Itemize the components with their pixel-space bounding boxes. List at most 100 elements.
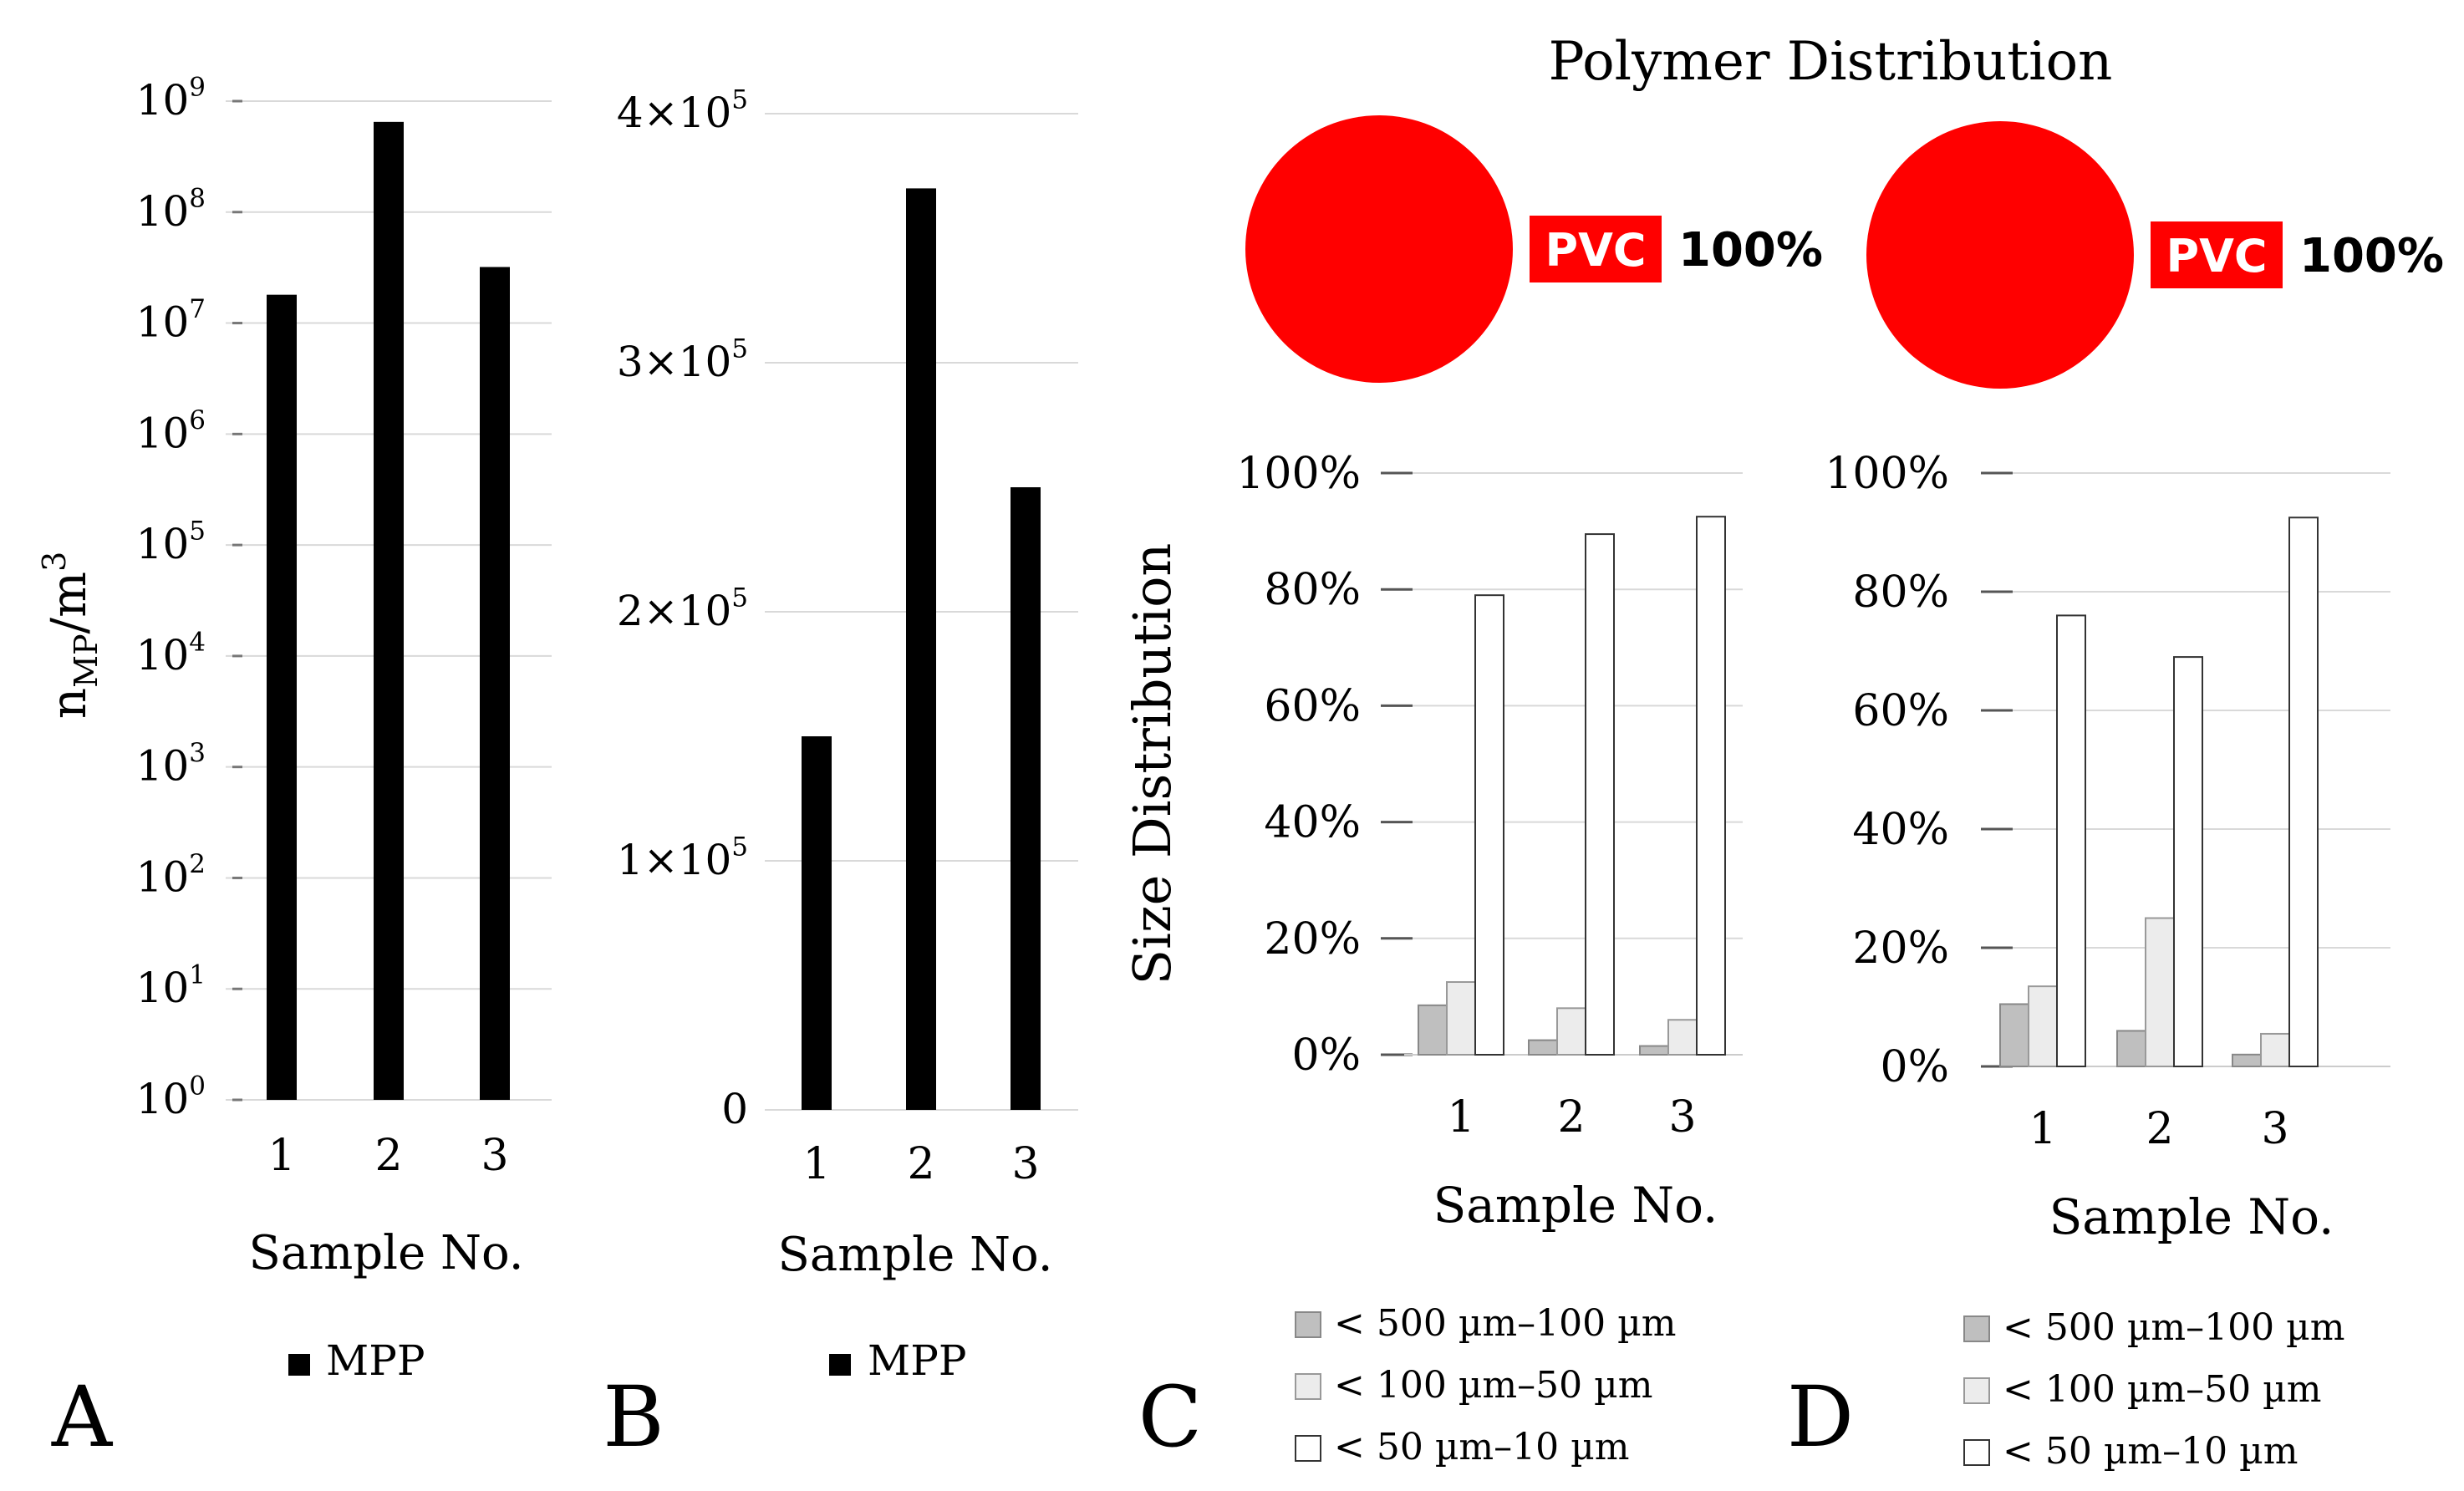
x-tick-label: 1 — [1447, 1092, 1474, 1142]
y-tick-label: 20% — [1264, 914, 1361, 964]
bar — [1418, 1004, 1448, 1056]
x-tick-label: 1 — [802, 1139, 830, 1189]
pie-percent: 100% — [1678, 223, 1823, 277]
bar — [1556, 1007, 1586, 1056]
y-tick-label: 2×105 — [617, 583, 748, 636]
bar — [802, 736, 832, 1110]
y-tick-label: 0 — [721, 1085, 748, 1133]
y-tick-label: 40% — [1264, 798, 1361, 848]
x-tick-label: 2 — [907, 1139, 934, 1189]
bar — [1639, 1045, 1669, 1056]
bar — [480, 267, 510, 1100]
legend-label: < 500 µm–100 µm — [1334, 1302, 1676, 1345]
x-axis-label: Sample No. — [248, 1226, 523, 1280]
y-axis-label: nMP/m3 — [36, 552, 104, 720]
panel-a: 100 101 102 103 104 105 106 107 108 109 1 2 3 Sample … — [36, 73, 552, 1466]
bar — [2173, 656, 2203, 1067]
legend-label: < 100 µm–50 µm — [2003, 1368, 2321, 1411]
bar — [1999, 1003, 2029, 1067]
y-tick-label: 3×105 — [617, 334, 748, 387]
bar — [2260, 1032, 2290, 1067]
bar — [906, 188, 936, 1110]
y-axis-label: Size Distribution — [1122, 543, 1183, 985]
bar — [1696, 516, 1726, 1056]
y-tick-label: 103 — [136, 738, 206, 791]
y-tick-label: 104 — [136, 627, 206, 679]
pie-slice — [1866, 121, 2134, 389]
y-tick-label: 101 — [136, 960, 206, 1013]
panel-label: B — [603, 1368, 664, 1466]
x-tick-label: 3 — [2261, 1104, 2288, 1154]
y-tick-label: 107 — [136, 294, 206, 347]
pie-label: PVC — [1545, 224, 1647, 277]
polymer-distribution-title: Polymer Distribution — [1549, 31, 2113, 93]
legend-label: MPP — [326, 1336, 425, 1385]
y-tick-label: 40% — [1852, 805, 1949, 855]
x-tick-label: 3 — [481, 1131, 508, 1181]
pie-label: PVC — [2166, 230, 2268, 282]
y-tick-label: 60% — [1264, 681, 1361, 731]
pie-label-box — [1530, 216, 1662, 282]
panel-b: 0 1×105 2×105 3×105 4×105 1 2 3 Sample No. MPP B — [603, 85, 1078, 1466]
y-tick-label: 1×105 — [617, 832, 748, 885]
legend-label: < 500 µm–100 µm — [2003, 1306, 2344, 1349]
panel-d: 0% 20% 40% 60% 80% 100% 1 2 3 Sample No. < 500 µm–… — [1787, 121, 2444, 1473]
bar — [1585, 533, 1615, 1056]
legend-label: < 50 µm–10 µm — [1334, 1426, 1629, 1468]
y-tick-label: 102 — [136, 849, 206, 902]
y-tick-label: 100 — [136, 1071, 206, 1124]
y-tick-label: 20% — [1852, 924, 1949, 974]
y-tick-label: 4×105 — [617, 85, 748, 138]
y-tick-label: 108 — [136, 183, 206, 236]
bar — [2288, 517, 2319, 1067]
bar — [2232, 1053, 2262, 1068]
bar — [1667, 1019, 1698, 1056]
bar — [2116, 1030, 2146, 1068]
legend-swatch — [829, 1354, 851, 1376]
y-tick-label: 80% — [1264, 565, 1361, 615]
bar — [1528, 1039, 1558, 1056]
panel-c: 0% 20% 40% 60% 80% 100% 1 2 3 Sample No. Size Dist… — [1122, 115, 1823, 1468]
bar — [1011, 487, 1041, 1110]
y-tick-label: 100% — [1236, 449, 1361, 499]
x-tick-label: 2 — [1557, 1092, 1585, 1142]
pie-label-box — [2151, 221, 2283, 288]
legend-label: MPP — [868, 1336, 966, 1385]
y-tick-label: 0% — [1881, 1042, 1950, 1092]
x-tick-label: 1 — [2029, 1104, 2056, 1154]
x-axis-label: Sample No. — [1433, 1177, 1718, 1234]
bar — [2028, 985, 2058, 1068]
legend-swatch — [1963, 1439, 1990, 1466]
y-tick-label: 60% — [1852, 686, 1949, 736]
panel-label: C — [1138, 1368, 1203, 1466]
y-tick-label: 0% — [1292, 1030, 1362, 1081]
legend-swatch — [1963, 1315, 1990, 1342]
bar — [267, 294, 297, 1101]
bar — [1474, 594, 1504, 1056]
y-tick-label: 80% — [1852, 567, 1949, 618]
x-tick-label: 2 — [2146, 1104, 2173, 1154]
x-tick-label: 3 — [1668, 1092, 1696, 1142]
pie-percent: 100% — [2299, 229, 2444, 283]
x-tick-label: 2 — [374, 1131, 402, 1181]
legend-swatch — [1295, 1373, 1321, 1400]
bar — [2056, 614, 2086, 1067]
x-tick-label: 1 — [267, 1131, 295, 1181]
panel-label: A — [51, 1368, 114, 1466]
legend-label: < 50 µm–10 µm — [2003, 1430, 2298, 1473]
bar — [2145, 917, 2175, 1067]
y-tick-label: 100% — [1825, 449, 1949, 499]
bar — [374, 121, 404, 1100]
y-tick-label: 105 — [136, 517, 206, 569]
x-axis-label: Sample No. — [2049, 1188, 2334, 1245]
legend-swatch — [288, 1354, 310, 1376]
y-tick-label: 106 — [136, 405, 206, 458]
legend-swatch — [1963, 1377, 1990, 1404]
x-axis-label: Sample No. — [777, 1228, 1052, 1282]
panel-label: D — [1787, 1368, 1854, 1466]
legend-label: < 100 µm–50 µm — [1334, 1364, 1652, 1407]
legend-swatch — [1295, 1435, 1321, 1462]
y-tick-label: 109 — [136, 73, 206, 125]
x-tick-label: 3 — [1011, 1139, 1039, 1189]
